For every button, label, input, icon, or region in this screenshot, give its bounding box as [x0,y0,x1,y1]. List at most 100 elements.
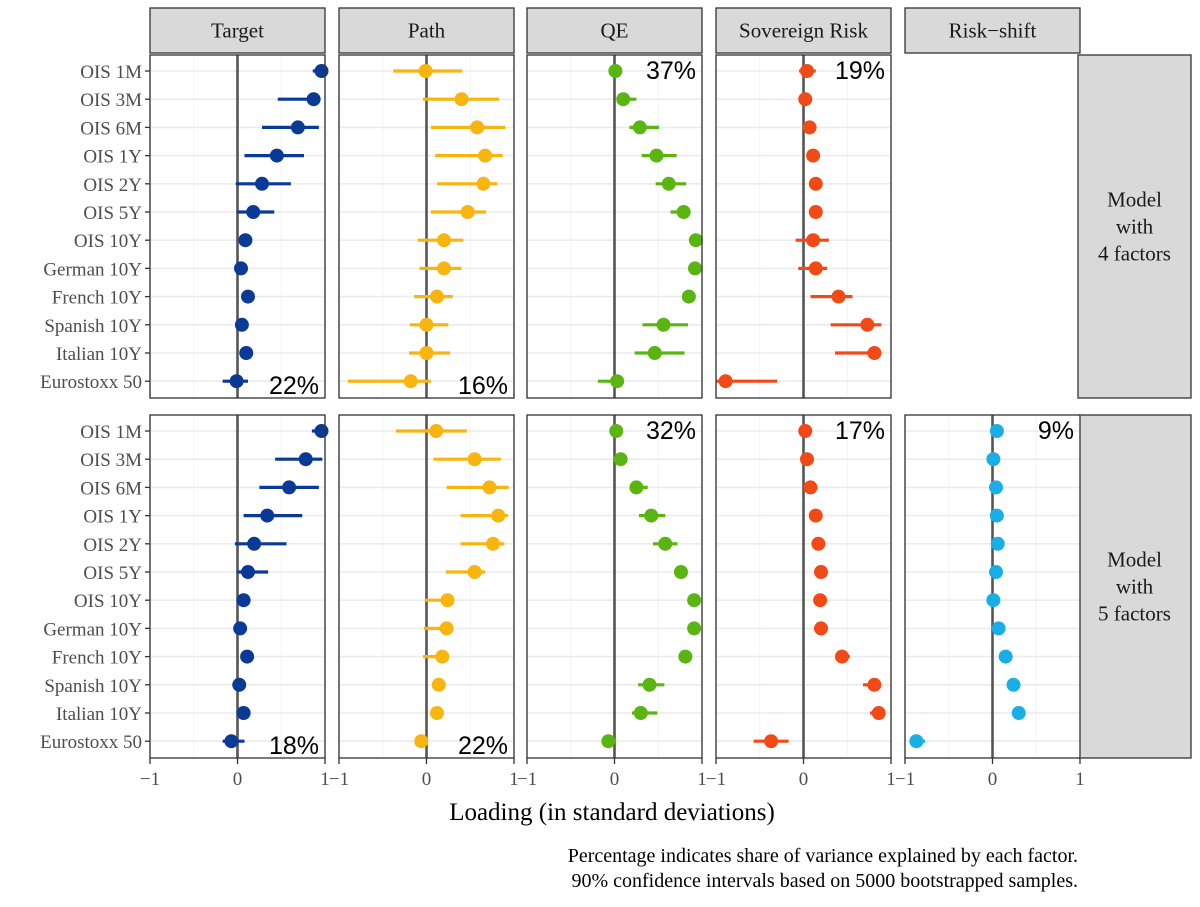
point-italian-10y [871,706,886,720]
x-tick-label: 1 [509,769,519,790]
y-tick-label: French 10Y [52,288,143,309]
point-ois-1m [429,424,444,438]
point-ois-5y [808,205,823,219]
point-ois-1y [649,148,664,163]
point-ois-2y [658,536,673,551]
point-german-10y [808,261,823,276]
point-italian-10y [633,706,648,720]
point-ois-1m [314,64,329,78]
point-spanish-10y [860,317,875,332]
point-ois-10y [437,233,451,248]
strip-sovereign-risk: Sovereign Risk [715,7,892,54]
row-strip-label: 5 factors [1098,602,1171,626]
variance-share-label: 9% [1038,417,1074,445]
point-italian-10y [867,346,882,360]
point-spanish-10y [642,677,657,692]
point-ois-10y [440,593,455,608]
point-ois-1m [798,424,813,438]
strip-risk-shift: Risk−shift [904,7,1081,54]
x-tick-label: 1 [886,769,896,790]
point-french-10y [678,649,693,664]
point-german-10y [688,261,702,276]
strip-label: Path [408,19,446,43]
point-eurostoxx-50 [229,374,244,389]
point-spanish-10y [234,317,249,332]
y-tick-label: OIS 1Y [83,147,142,168]
strip-box [715,7,892,54]
row-strip-2: Model with 5 factors [1077,414,1192,759]
y-tick-label: Eurostoxx 50 [40,372,142,393]
point-ois-1y [491,508,506,523]
point-french-10y [998,649,1013,664]
row-strip-box [1077,414,1192,759]
point-ois-3m [986,452,1001,467]
x-tick-label: −1 [895,769,915,790]
x-tick-label: 0 [422,769,432,790]
strip-box [904,7,1081,54]
y-tick-label: Italian 10Y [56,344,142,365]
strip-qe: QE [526,7,703,54]
variance-share-label: 17% [835,417,885,445]
panel-border [149,54,326,399]
y-tick-label: OIS 2Y [83,175,142,196]
point-italian-10y [239,346,254,360]
panel-risk-shift-row-2: 9% [904,414,1081,759]
point-ois-6m [470,120,485,135]
point-spanish-10y [867,677,882,692]
strip-label: Sovereign Risk [739,19,868,43]
variance-share-label: 18% [269,732,319,760]
strip-box [526,7,703,54]
panel-target-row-1: 22% [149,54,329,400]
point-ois-5y [246,205,261,219]
panel-path-row-2: 22% [338,414,515,760]
strip-label: Target [211,19,264,43]
point-ois-1m [989,424,1004,438]
point-spanish-10y [419,317,434,332]
point-german-10y [233,621,248,636]
point-ois-1m [608,64,623,78]
point-spanish-10y [431,677,446,692]
point-ois-5y [674,565,688,579]
point-french-10y [435,649,450,664]
y-tick-label: Spanish 10Y [44,316,142,337]
point-german-10y [814,621,828,636]
y-tick-label: OIS 5Y [83,563,142,584]
y-tick-label: OIS 1Y [83,507,142,528]
y-tick-label: OIS 3M [80,450,142,471]
variance-share-label: 22% [269,372,319,400]
point-german-10y [991,621,1006,636]
panel-target-row-2: 18% [149,414,329,760]
point-french-10y [241,289,255,304]
point-ois-10y [687,593,702,608]
point-spanish-10y [656,317,671,332]
point-ois-2y [247,536,262,551]
x-axis-sovereign-risk: −1 0 1 [706,758,896,790]
point-eurostoxx-50 [224,734,239,749]
point-french-10y [831,289,846,304]
point-spanish-10y [232,677,247,692]
point-eurostoxx-50 [601,734,616,749]
x-tick-label: 1 [320,769,330,790]
point-ois-1m [314,424,329,438]
row-strip-label: Model [1107,188,1162,212]
variance-share-label: 16% [458,372,508,400]
row-strip-label: Model [1107,548,1162,572]
panel-path-row-1: 16% [338,54,515,400]
point-ois-6m [989,480,1003,495]
point-eurostoxx-50 [909,734,924,749]
point-ois-1m [609,424,624,438]
panel-sovereign-risk-row-1: 19% [715,54,892,399]
x-axis-path: −1 0 1 [329,758,519,790]
point-french-10y [240,649,255,664]
x-tick-label: 0 [799,769,809,790]
row-strip-label: with [1116,215,1154,239]
y-axis-labels-row-2: OIS 1M OIS 3M OIS 6M OIS 1Y OIS 2Y OIS 5Y OIS … [40,422,150,753]
point-german-10y [234,261,248,276]
row-strip-label: with [1116,575,1154,599]
point-ois-1y [808,508,823,523]
point-ois-1y [806,148,821,163]
point-eurostoxx-50 [610,374,625,389]
variance-share-label: 22% [458,732,508,760]
point-ois-5y [460,205,475,219]
variance-share-label: 32% [646,417,696,445]
